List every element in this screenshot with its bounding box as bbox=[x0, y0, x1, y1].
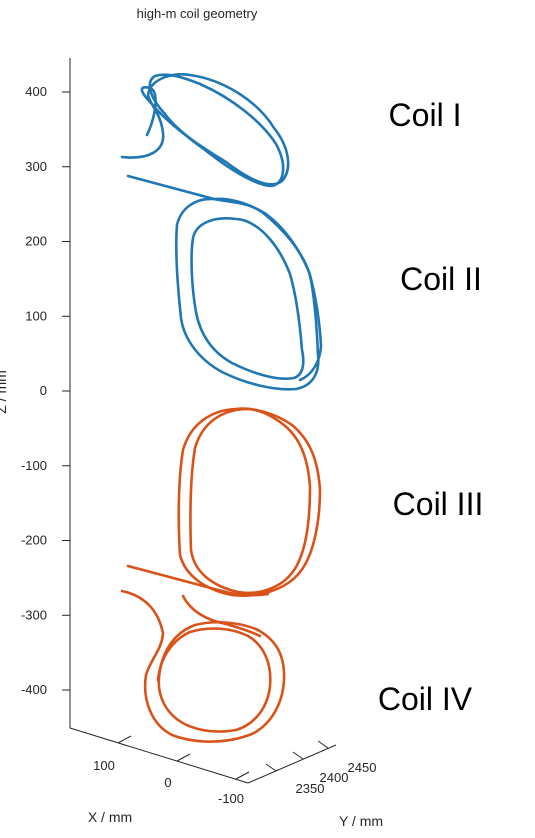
y-tick-label: 2450 bbox=[348, 760, 377, 775]
z-axis: 400 300 200 100 0 -100 -200 -300 -400 Z / mm bbox=[0, 58, 71, 728]
z-tick-label: 300 bbox=[25, 159, 47, 174]
chart-title: high-m coil geometry bbox=[137, 6, 258, 21]
coil-iv-label: Coil IV bbox=[378, 681, 473, 717]
z-tick-label: 100 bbox=[25, 308, 47, 323]
x-axis-line bbox=[69, 727, 249, 784]
coil-iii-trace bbox=[126, 407, 322, 597]
z-tick-label: -100 bbox=[21, 458, 47, 473]
z-tick-label: 400 bbox=[25, 84, 47, 99]
coil-iii-winding bbox=[189, 407, 312, 595]
coil-iii-label: Coil III bbox=[393, 486, 484, 522]
y-tick-label: 2350 bbox=[296, 781, 325, 796]
coil-ii-label: Coil II bbox=[400, 261, 482, 297]
x-axis: 100 0 -100 X / mm bbox=[69, 727, 250, 825]
x-tick-mark bbox=[176, 753, 191, 762]
z-tick-label: -200 bbox=[21, 533, 47, 548]
y-tick-mark bbox=[292, 751, 304, 760]
y-tick-mark bbox=[265, 763, 277, 772]
coil-ii-trace bbox=[175, 197, 323, 391]
y-axis-label: Y / mm bbox=[339, 813, 383, 829]
y-axis: 2350 2400 2450 Y / mm bbox=[247, 740, 383, 829]
coil-i-winding bbox=[140, 73, 285, 188]
x-tick-mark bbox=[117, 735, 132, 744]
coil-i-label: Coil I bbox=[389, 97, 462, 133]
coil-i-trace bbox=[120, 73, 290, 216]
z-tick-label: -300 bbox=[21, 607, 47, 622]
coil-iv-trace bbox=[120, 589, 286, 743]
z-tick-label: 200 bbox=[25, 234, 47, 249]
z-tick-label: -400 bbox=[21, 682, 47, 697]
y-tick-label: 2400 bbox=[320, 770, 349, 785]
x-tick-label: 100 bbox=[93, 758, 115, 773]
y-tick-mark bbox=[317, 740, 329, 749]
x-axis-label: X / mm bbox=[88, 809, 132, 825]
x-tick-label: -100 bbox=[218, 791, 244, 806]
y-axis-line bbox=[247, 744, 337, 784]
coil-ii-winding bbox=[190, 217, 305, 380]
coil-iv-winding bbox=[120, 589, 286, 743]
x-tick-mark bbox=[235, 771, 250, 780]
coil-ii-winding bbox=[264, 212, 323, 382]
z-tick-label: 0 bbox=[40, 383, 47, 398]
x-tick-label: 0 bbox=[164, 775, 171, 790]
coil-iv-winding bbox=[156, 627, 272, 733]
coil-i-lead bbox=[126, 174, 268, 216]
z-axis-label: Z / mm bbox=[0, 370, 9, 414]
coil-ii-winding bbox=[175, 197, 320, 391]
coil-iv-link bbox=[181, 594, 262, 638]
coil-iii-lead bbox=[126, 564, 270, 597]
